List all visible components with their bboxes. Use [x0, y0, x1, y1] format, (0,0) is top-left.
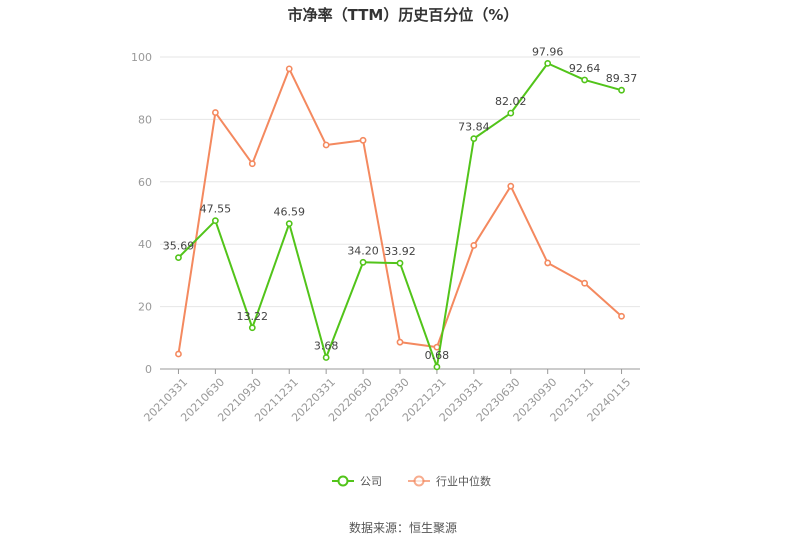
chart-title: 市净率（TTM）历史百分位（%）: [288, 6, 519, 24]
data-label: 33.92: [384, 245, 416, 258]
data-label: 13.22: [237, 310, 269, 323]
data-point: [285, 220, 293, 228]
source-note: 数据来源：恒生聚源: [349, 520, 457, 535]
grid: [160, 56, 640, 308]
data-labels: 35.69 47.55 13.22 46.59 3.68 34.20 33.92 0.68 73…: [163, 45, 638, 362]
data-point: [618, 86, 625, 94]
data-point: [470, 242, 478, 249]
legend: 公司 行业中位数: [332, 474, 491, 488]
data-point: [396, 338, 404, 346]
data-point: [359, 258, 367, 266]
y-tick-label: 20: [138, 301, 152, 314]
data-label: 82.02: [495, 95, 527, 108]
data-point: [322, 354, 330, 361]
data-point: [581, 279, 589, 287]
data-label: 3.68: [314, 340, 339, 353]
y-tick-label: 80: [138, 113, 152, 126]
data-label: 46.59: [273, 206, 305, 219]
data-point: [211, 217, 219, 225]
data-point: [322, 141, 330, 149]
data-label: 89.37: [606, 72, 638, 85]
data-point: [544, 259, 552, 267]
data-point: [359, 136, 367, 144]
data-point: [581, 76, 589, 84]
data-label: 34.20: [347, 244, 379, 257]
y-tick-label: 100: [131, 51, 152, 64]
legend-label: 公司: [360, 475, 382, 488]
data-label: 92.64: [569, 62, 601, 75]
legend-swatch-marker: [413, 475, 425, 487]
data-point: [211, 109, 219, 116]
data-label: 47.55: [200, 203, 232, 216]
data-label: 0.68: [425, 349, 450, 362]
data-point: [507, 109, 515, 117]
y-tick-label: 0: [145, 363, 152, 376]
data-label: 73.84: [458, 121, 490, 134]
data-point: [544, 59, 552, 67]
data-point: [433, 363, 441, 371]
axes: 0204060801002021033120210630202109302021…: [131, 51, 640, 424]
data-point: [285, 65, 293, 73]
legend-item[interactable]: 公司: [332, 475, 382, 488]
data-point: [248, 160, 256, 168]
legend-label: 行业中位数: [436, 474, 491, 488]
data-point: [507, 182, 515, 190]
legend-swatch-marker: [337, 475, 349, 487]
data-point: [396, 259, 404, 267]
data-point: [175, 254, 182, 262]
data-point: [248, 324, 256, 332]
y-tick-label: 60: [138, 176, 152, 189]
series-layer: [175, 59, 625, 371]
data-point: [618, 312, 625, 320]
data-label: 35.69: [163, 240, 195, 253]
data-label: 97.96: [532, 45, 564, 58]
y-tick-label: 40: [138, 238, 152, 251]
legend-item[interactable]: 行业中位数: [408, 474, 491, 488]
data-point: [470, 135, 478, 143]
data-point: [175, 350, 182, 358]
